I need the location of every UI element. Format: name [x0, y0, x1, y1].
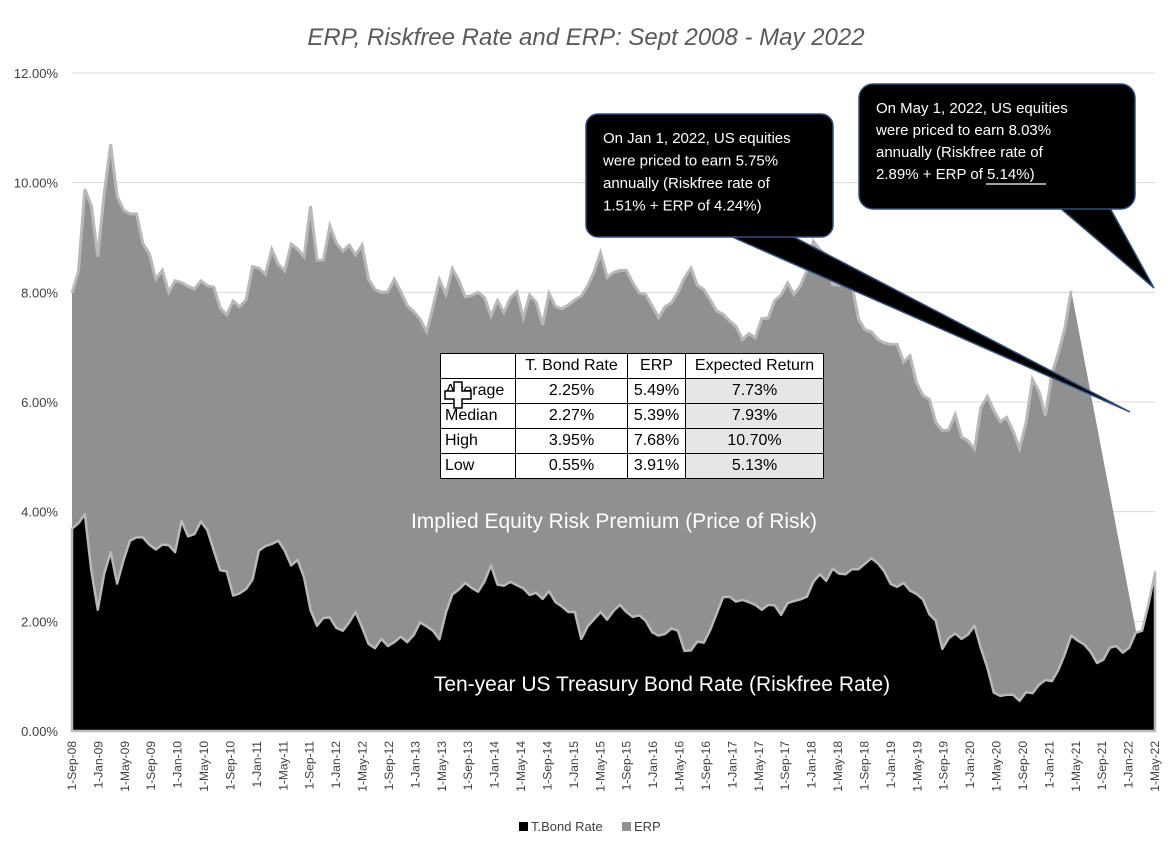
callout-text-line: were priced to earn 8.03% — [875, 122, 1051, 139]
erp-area-label: Implied Equity Risk Premium (Price of Ri… — [411, 510, 817, 533]
callout-text-line: 2.89% + ERP of 5.14%) — [876, 166, 1035, 183]
table-cell: Low — [440, 453, 516, 479]
callouts: On Jan 1, 2022, US equities were priced t… — [585, 83, 1155, 413]
table-cell: 7.93% — [685, 403, 824, 429]
legend-label-erp: ERP — [634, 819, 661, 834]
erp-area-outline — [70, 144, 1073, 454]
x-tick-label: 1-May-12 — [356, 741, 370, 792]
x-tick-label: 1-May-10 — [197, 741, 211, 792]
y-tick-label: 2.00% — [21, 614, 58, 629]
x-tick-label: 1-Jan-20 — [963, 741, 977, 789]
callout-text-line: annually (Riskfree rate of — [603, 175, 771, 192]
crosshair-cursor-icon — [444, 381, 472, 409]
x-tick-label: 1-Sep-16 — [699, 741, 713, 791]
table-cell: 5.49% — [627, 378, 686, 404]
x-tick-label: 1-Sep-10 — [224, 741, 238, 791]
x-tick-label: 1-Jan-10 — [171, 741, 185, 789]
y-tick-label: 6.00% — [21, 395, 58, 410]
x-tick-label: 1-Jan-12 — [329, 741, 343, 789]
x-tick-label: 1-Jan-21 — [1042, 741, 1056, 789]
x-tick-label: 1-Sep-14 — [541, 741, 555, 791]
x-tick-label: 1-May-14 — [514, 741, 528, 792]
chart-title: ERP, Riskfree Rate and ERP: Sept 2008 - … — [307, 24, 864, 51]
table-header-cell: Expected Return — [685, 353, 824, 379]
x-tick-label: 1-May-22 — [1148, 741, 1162, 792]
callout-text-line: On Jan 1, 2022, US equities — [603, 130, 791, 147]
x-tick-label: 1-Jan-09 — [91, 741, 105, 789]
y-tick-label: 8.00% — [21, 285, 58, 300]
legend-swatch-erp — [622, 822, 631, 831]
callout-text-line: were priced to earn 5.75% — [602, 153, 778, 170]
callout-text-line: annually (Riskfree rate of — [876, 144, 1044, 161]
x-tick-label: 1-May-18 — [831, 741, 845, 792]
x-tick-label: 1-May-20 — [990, 741, 1004, 792]
callout-box — [585, 113, 834, 238]
x-tick-label: 1-Sep-09 — [144, 741, 158, 791]
x-tick-label: 1-Sep-11 — [303, 741, 317, 790]
x-tick-label: 1-Jan-16 — [646, 741, 660, 789]
x-tick-label: 1-Jan-11 — [250, 741, 264, 788]
callout-text-line: On May 1, 2022, US equities — [876, 100, 1068, 117]
y-tick-label: 4.00% — [21, 505, 58, 520]
table-cell: 2.27% — [515, 403, 628, 429]
x-tick-label: 1-May-09 — [118, 741, 132, 792]
table-header-cell: ERP — [627, 353, 686, 379]
table-cell: 3.91% — [627, 453, 686, 479]
table-header-cell: T. Bond Rate — [515, 353, 628, 379]
x-tick-label: 1-May-15 — [593, 741, 607, 792]
legend-label-tbond: T.Bond Rate — [531, 819, 603, 834]
x-tick-label: 1-Jan-15 — [567, 741, 581, 789]
tbond-area — [70, 513, 1157, 733]
table-cell: 7.68% — [627, 428, 686, 454]
x-axis-ticks: 1-Sep-08 1-Jan-09 1-May-09 1-Sep-09 1-Jan-10… — [65, 741, 1162, 792]
table-cell: 3.95% — [515, 428, 628, 454]
table-cell: 5.39% — [627, 403, 686, 429]
x-tick-label: 1-May-11 — [276, 741, 290, 791]
x-tick-label: 1-May-16 — [673, 741, 687, 792]
x-tick-label: 1-Jan-14 — [488, 741, 502, 789]
table-row: Low 0.55% 3.91% 5.13% — [440, 453, 824, 479]
table-cell: 7.73% — [685, 378, 824, 404]
x-tick-label: 1-Sep-15 — [620, 741, 634, 791]
legend-swatch-tbond — [519, 822, 528, 831]
callout-text-line: 1.51% + ERP of 4.24%) — [603, 198, 762, 215]
callout-box — [858, 83, 1136, 210]
table-cell: Median — [440, 403, 516, 429]
tbond-area-label: Ten-year US Treasury Bond Rate (Riskfree… — [434, 673, 890, 696]
table-cell: 2.25% — [515, 378, 628, 404]
table-row: High 3.95% 7.68% 10.70% — [440, 428, 824, 454]
y-tick-label: 12.00% — [14, 66, 59, 81]
x-tick-label: 1-Sep-20 — [1016, 741, 1030, 791]
table-row: Average 2.25% 5.49% 7.73% — [440, 378, 824, 404]
x-tick-label: 1-Sep-17 — [778, 741, 792, 791]
summary-table: T. Bond Rate ERP Expected Return Average… — [440, 353, 824, 479]
table-header-cell — [440, 353, 516, 379]
x-tick-label: 1-May-21 — [1069, 741, 1083, 792]
x-tick-label: 1-Sep-18 — [857, 741, 871, 791]
table-cell: 0.55% — [515, 453, 628, 479]
x-tick-label: 1-Jan-13 — [408, 741, 422, 789]
table-cell: High — [440, 428, 516, 454]
x-tick-label: 1-Jan-19 — [884, 741, 898, 789]
x-tick-label: 1-Jan-18 — [805, 741, 819, 789]
x-tick-label: 1-Jan-22 — [1122, 741, 1136, 789]
x-tick-label: 1-Sep-19 — [937, 741, 951, 791]
legend: T.Bond Rate ERP — [519, 819, 661, 834]
table-row: Median 2.27% 5.39% 7.93% — [440, 403, 824, 429]
y-tick-label: 10.00% — [14, 176, 59, 191]
y-axis-ticks: 0.00% 2.00% 4.00% 6.00% 8.00% 10.00% 12.00% — [14, 66, 59, 739]
table-cell: 5.13% — [685, 453, 824, 479]
table-header-row: T. Bond Rate ERP Expected Return — [440, 353, 824, 379]
x-tick-label: 1-Sep-13 — [461, 741, 475, 791]
x-tick-label: 1-Jan-17 — [725, 741, 739, 789]
x-tick-label: 1-May-19 — [910, 741, 924, 792]
x-tick-label: 1-Sep-21 — [1095, 741, 1109, 791]
callout-pointer — [1057, 207, 1155, 289]
x-tick-label: 1-Sep-12 — [382, 741, 396, 791]
x-tick-label: 1-Sep-08 — [65, 741, 79, 791]
table-cell: 10.70% — [685, 428, 824, 454]
x-tick-label: 1-May-17 — [752, 741, 766, 792]
x-tick-label: 1-May-13 — [435, 741, 449, 792]
y-tick-label: 0.00% — [21, 724, 58, 739]
